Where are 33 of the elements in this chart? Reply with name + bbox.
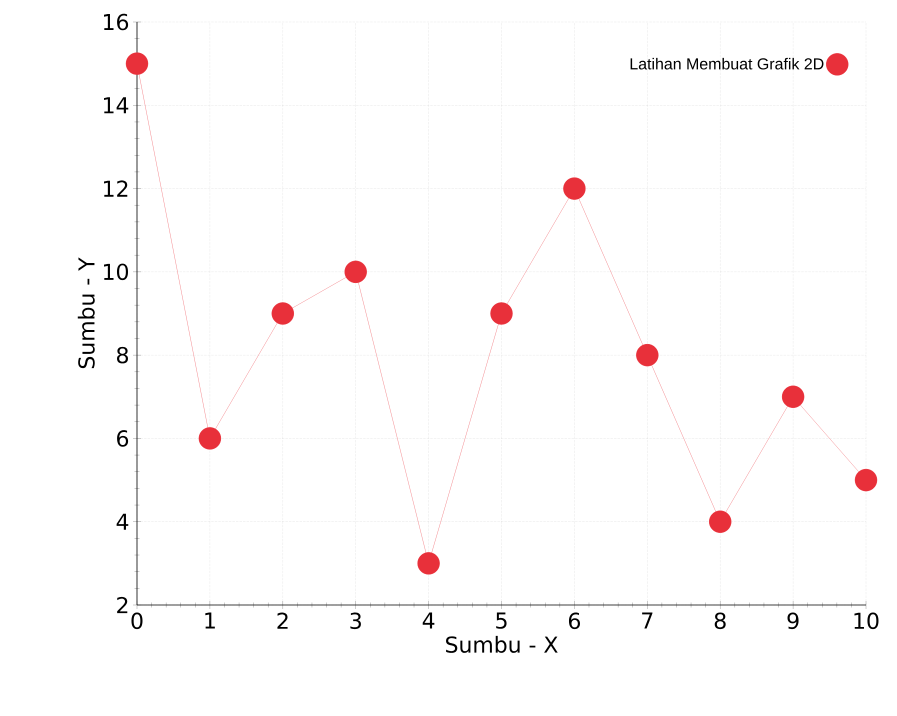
point bbox=[490, 302, 513, 325]
x-tick-label: 2 bbox=[277, 612, 288, 629]
x-tick-label: 4 bbox=[422, 612, 434, 628]
point bbox=[272, 302, 294, 325]
y-tick-label: 6 bbox=[117, 430, 128, 447]
point bbox=[709, 510, 732, 533]
x-axis-title: Sumbu - X bbox=[446, 636, 558, 653]
x-tick-label: 6 bbox=[568, 612, 580, 630]
x-tick-label: 3 bbox=[350, 612, 361, 630]
legend-label: Latihan Membuat Grafik 2D bbox=[630, 58, 824, 70]
point bbox=[417, 552, 440, 575]
x-tick-label: 0 bbox=[131, 612, 143, 630]
x-tick-label: 5 bbox=[496, 612, 507, 629]
point bbox=[782, 386, 804, 408]
point bbox=[854, 468, 878, 492]
point bbox=[126, 52, 148, 75]
x-tick-label: 9 bbox=[788, 612, 799, 630]
x-tick-label: 8 bbox=[714, 612, 726, 630]
y-tick-label: 10 bbox=[104, 264, 128, 280]
y-axis-title: Sumbu - Y bbox=[78, 257, 95, 368]
x-tick-label: 7 bbox=[642, 612, 652, 628]
x-tick-label: 1 bbox=[205, 612, 215, 628]
y-tick-label: 4 bbox=[116, 514, 128, 530]
point bbox=[563, 177, 586, 200]
y-tick-label: 12 bbox=[104, 180, 128, 197]
point bbox=[198, 427, 222, 450]
y-tick-label: 16 bbox=[104, 14, 128, 30]
y-tick-label: 8 bbox=[117, 346, 128, 364]
x-tick-label: 10 bbox=[854, 612, 878, 630]
point bbox=[344, 260, 367, 284]
y-tick-label: 14 bbox=[104, 97, 128, 114]
y-tick-label: 2 bbox=[117, 596, 128, 614]
point bbox=[636, 344, 659, 366]
